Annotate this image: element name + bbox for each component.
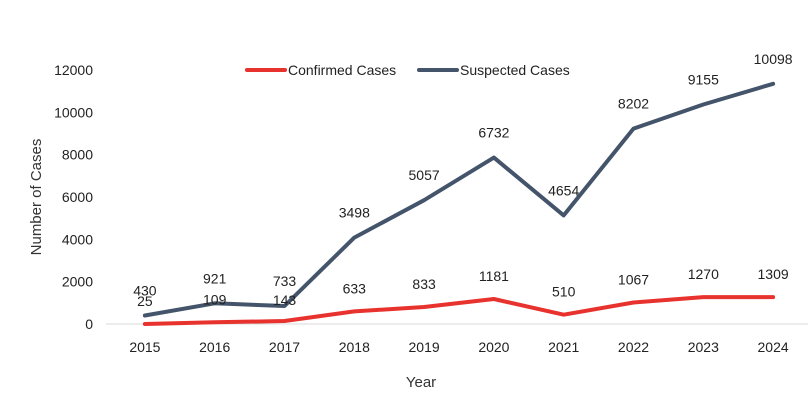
data-label: 9155 bbox=[688, 72, 719, 88]
y-tick-label: 10000 bbox=[54, 104, 93, 120]
y-tick-label: 12000 bbox=[54, 62, 93, 78]
data-label: 633 bbox=[343, 280, 367, 296]
x-tick-label: 2017 bbox=[269, 339, 300, 355]
legend: Confirmed Cases Suspected Cases bbox=[245, 62, 570, 78]
data-label: 8202 bbox=[618, 96, 649, 112]
data-labels: 25 109 143 633 833 1181 510 1067 1270 1309 430 921 7… bbox=[133, 51, 793, 309]
data-label: 10098 bbox=[754, 51, 793, 67]
y-axis-ticks: 0 2000 4000 6000 8000 10000 12000 bbox=[54, 62, 93, 332]
x-tick-label: 2022 bbox=[618, 339, 649, 355]
x-tick-label: 2016 bbox=[199, 339, 230, 355]
data-label: 143 bbox=[273, 292, 297, 308]
y-tick-label: 2000 bbox=[62, 274, 93, 290]
series-lines bbox=[142, 81, 776, 326]
series-line-confirmed bbox=[142, 295, 776, 326]
data-label: 833 bbox=[412, 276, 436, 292]
data-label: 1067 bbox=[618, 272, 649, 288]
data-label: 1270 bbox=[688, 266, 719, 282]
x-tick-label: 2023 bbox=[688, 339, 719, 355]
data-label: 733 bbox=[273, 273, 297, 289]
x-axis-ticks: 2015 2016 2017 2018 2019 2020 2021 2022 2023 2024 bbox=[129, 339, 789, 355]
data-label: 1309 bbox=[758, 266, 789, 282]
x-tick-label: 2018 bbox=[339, 339, 370, 355]
legend-item: Suspected Cases bbox=[417, 62, 570, 78]
data-label: 510 bbox=[552, 284, 576, 300]
x-tick-label: 2019 bbox=[409, 339, 440, 355]
x-axis-title: Year bbox=[406, 374, 436, 391]
y-tick-label: 8000 bbox=[62, 147, 93, 163]
legend-label: Confirmed Cases bbox=[288, 62, 396, 78]
data-label: 5057 bbox=[409, 167, 440, 183]
y-tick-label: 4000 bbox=[62, 231, 93, 247]
y-axis-title: Number of Cases bbox=[28, 139, 45, 256]
data-label: 4654 bbox=[548, 182, 579, 198]
data-label: 1181 bbox=[479, 268, 509, 284]
data-label: 25 bbox=[137, 293, 153, 309]
x-tick-label: 2020 bbox=[478, 339, 509, 355]
y-tick-label: 0 bbox=[85, 316, 93, 332]
x-tick-label: 2021 bbox=[548, 339, 579, 355]
series-line-suspected bbox=[142, 81, 776, 318]
x-tick-label: 2024 bbox=[758, 339, 789, 355]
x-tick-label: 2015 bbox=[129, 339, 160, 355]
legend-label: Suspected Cases bbox=[460, 62, 570, 78]
data-label: 109 bbox=[203, 291, 227, 307]
legend-item: Confirmed Cases bbox=[245, 62, 396, 78]
data-label: 6732 bbox=[478, 125, 509, 141]
y-tick-label: 6000 bbox=[62, 189, 93, 205]
data-label: 430 bbox=[133, 283, 157, 299]
data-label: 921 bbox=[203, 270, 227, 286]
data-label: 3498 bbox=[339, 205, 370, 221]
